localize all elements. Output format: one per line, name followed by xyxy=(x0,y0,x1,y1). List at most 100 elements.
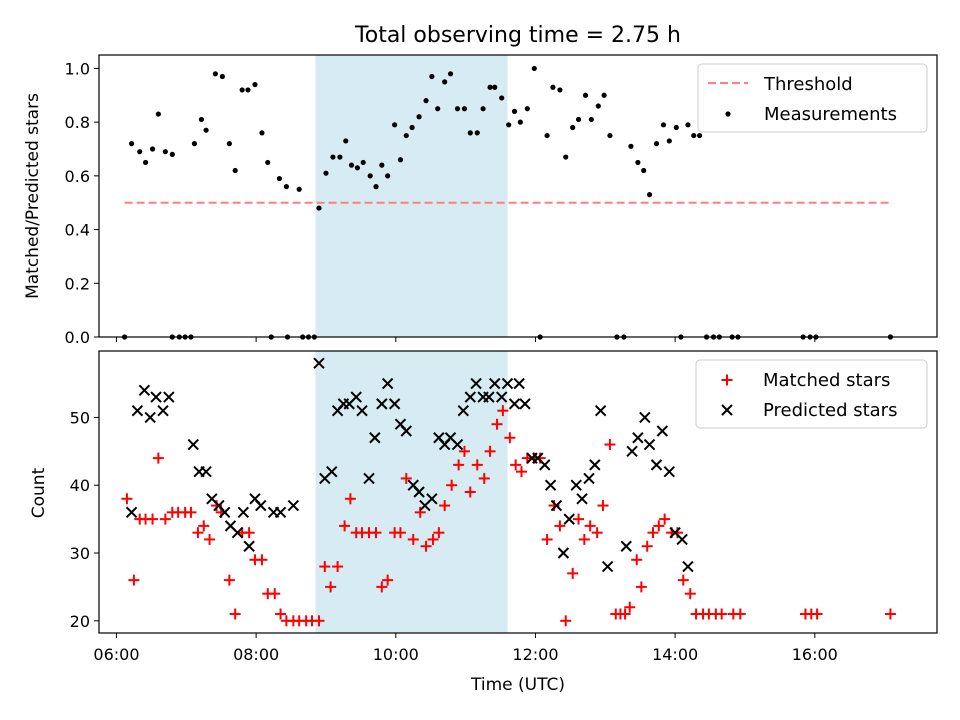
predicted-star-point xyxy=(274,506,287,519)
measurement-point xyxy=(354,165,360,171)
predicted-star-point xyxy=(287,499,300,512)
measurement-point xyxy=(447,71,454,77)
measurement-point xyxy=(511,108,518,114)
predicted-star-point xyxy=(231,526,244,539)
measurement-point xyxy=(373,184,379,190)
legend-matched-swatch xyxy=(721,374,733,386)
measurement-point xyxy=(550,84,556,90)
predicted-star-point xyxy=(639,411,651,424)
bottom-legend: Matched stars Predicted stars xyxy=(695,359,928,429)
top-legend: Threshold Measurements xyxy=(697,63,928,133)
matched-star-point xyxy=(204,533,216,545)
top-axes-frame xyxy=(98,54,938,338)
measurement-point xyxy=(635,159,641,166)
measurement-point xyxy=(245,87,251,93)
measurement-point xyxy=(360,159,366,166)
matched-star-point xyxy=(370,527,382,539)
predicted-star-point xyxy=(594,404,607,417)
measurement-point xyxy=(435,106,441,112)
y-tick-label: 1.0 xyxy=(65,59,90,78)
measurement-point xyxy=(461,106,468,112)
measurement-point xyxy=(588,116,594,123)
predicted-star-point xyxy=(451,438,464,451)
x-tick-label: 08:00 xyxy=(233,645,279,664)
matched-star-point xyxy=(541,533,553,545)
predicted-star-point xyxy=(163,391,175,403)
measurement-point xyxy=(628,143,634,149)
measurement-point xyxy=(563,154,569,160)
measurement-point xyxy=(666,138,672,144)
measurement-point xyxy=(409,124,415,131)
measurement-point xyxy=(296,186,302,192)
y-tick-label: 0.0 xyxy=(65,328,90,347)
matched-star-point xyxy=(339,520,351,532)
measurement-point xyxy=(137,149,143,155)
predicted-star-point xyxy=(589,459,601,471)
x-tick-label: 12:00 xyxy=(512,645,558,664)
measurement-point xyxy=(595,103,601,109)
predicted-star-point xyxy=(356,404,368,417)
matched-star-point xyxy=(619,608,631,620)
matched-star-point xyxy=(446,479,458,491)
matched-star-point xyxy=(567,567,579,579)
legend-threshold-label: Threshold xyxy=(763,74,853,95)
measurement-point xyxy=(467,130,473,136)
measurement-point xyxy=(531,65,537,72)
predicted-star-point xyxy=(601,560,614,573)
predicted-star-point xyxy=(643,438,656,451)
predicted-star-point xyxy=(138,384,151,397)
legend-measurements-swatch xyxy=(725,111,731,117)
measurement-point xyxy=(601,92,607,98)
measurement-point xyxy=(169,151,175,157)
matched-star-point xyxy=(491,418,503,430)
y-tick-label: 20 xyxy=(70,612,90,631)
predicted-star-point xyxy=(464,391,476,403)
predicted-star-point xyxy=(413,486,425,498)
matched-star-point xyxy=(433,527,445,539)
measurement-point xyxy=(570,124,576,131)
y-tick-label: 0.2 xyxy=(65,274,90,293)
measurement-point xyxy=(673,124,679,131)
predicted-star-point xyxy=(457,404,470,417)
predicted-star-point xyxy=(489,377,501,390)
chart-title: Total observing time = 2.75 h xyxy=(354,23,681,48)
predicted-star-point xyxy=(381,377,394,390)
top-y-axis-label: Matched/Predicted stars xyxy=(23,93,43,299)
predicted-star-point xyxy=(470,377,482,390)
matched-star-point xyxy=(192,527,204,539)
matched-star-point xyxy=(414,506,426,518)
predicted-star-point xyxy=(519,398,531,410)
measurement-point xyxy=(379,162,385,168)
matched-star-point xyxy=(332,561,344,573)
matched-star-point xyxy=(147,513,159,525)
bottom-y-ticks: 20 30 40 50 xyxy=(70,408,99,631)
matched-star-point xyxy=(497,405,509,417)
matched-star-point xyxy=(597,500,609,512)
measurement-point xyxy=(696,132,703,139)
matched-star-point xyxy=(584,520,596,532)
matched-star-point xyxy=(400,472,412,484)
predicted-star-point xyxy=(388,398,401,410)
matched-star-point xyxy=(198,520,210,532)
measurement-point xyxy=(226,141,232,147)
x-tick-label: 14:00 xyxy=(652,645,698,664)
matched-star-point xyxy=(554,520,566,532)
measurement-point xyxy=(653,141,660,147)
predicted-star-point xyxy=(187,438,199,451)
matched-star-point xyxy=(641,540,653,552)
measurement-point xyxy=(660,122,667,128)
matched-star-point xyxy=(427,533,439,545)
measurement-point xyxy=(442,79,448,85)
measurement-point xyxy=(239,87,245,93)
measurement-point xyxy=(641,167,647,174)
matched-star-point xyxy=(394,527,406,539)
measurement-point xyxy=(524,106,530,112)
predicted-star-point xyxy=(544,479,557,491)
measurement-point xyxy=(487,84,493,90)
matched-star-point xyxy=(464,486,476,498)
matched-star-point xyxy=(458,445,470,457)
matched-star-point xyxy=(121,493,133,505)
predicted-star-point xyxy=(682,560,694,573)
matched-star-point xyxy=(811,608,823,620)
matched-star-point xyxy=(684,588,696,600)
